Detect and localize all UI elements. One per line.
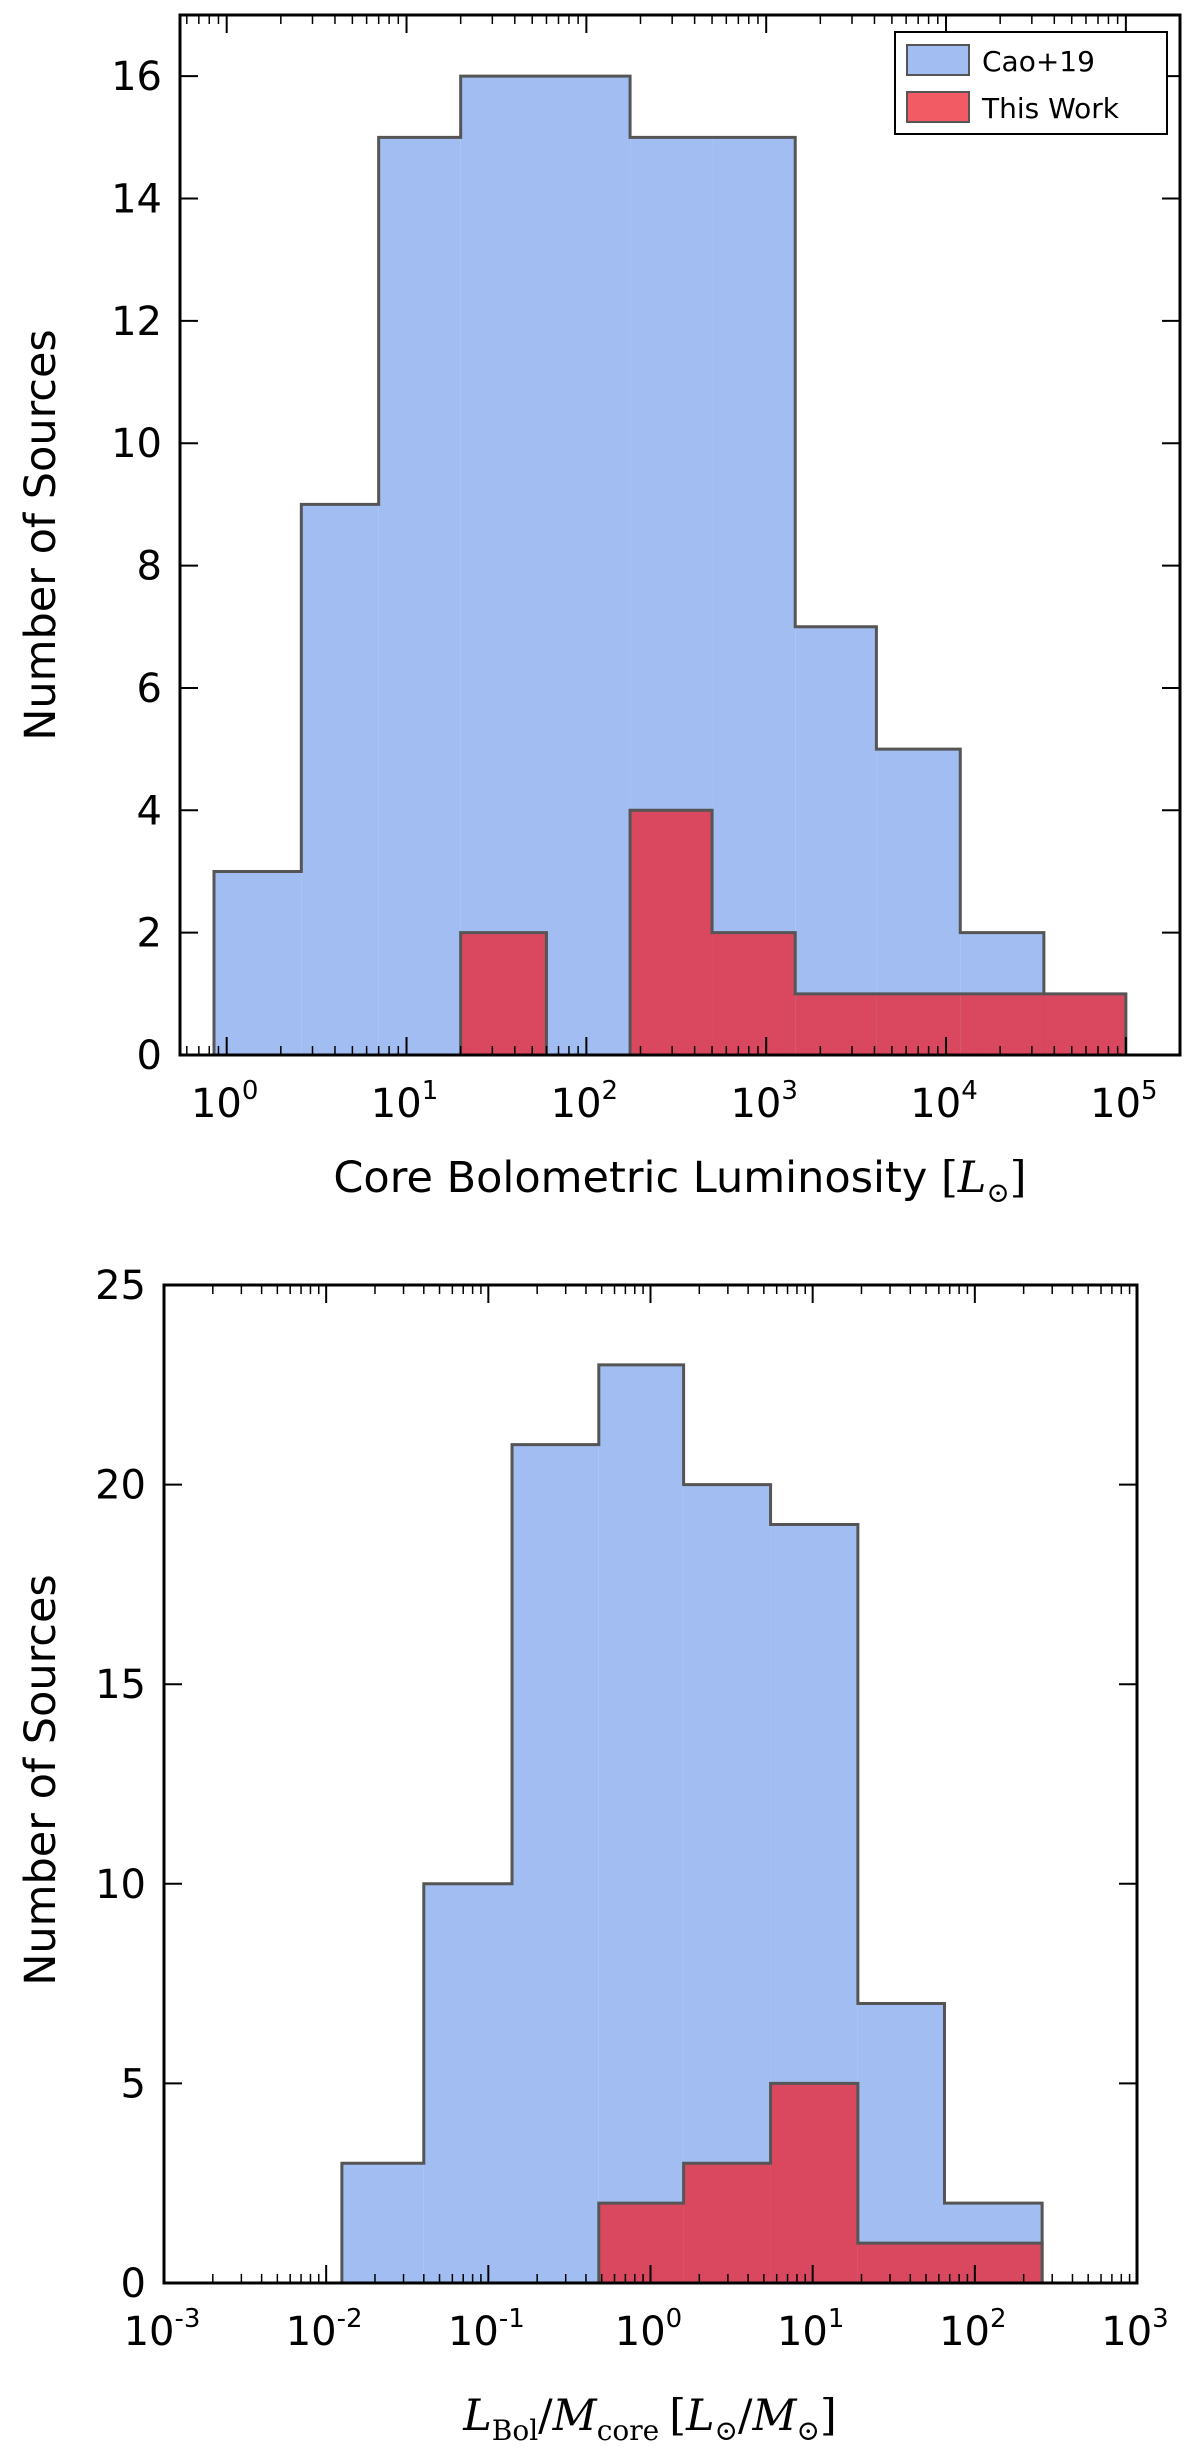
cao19-outline: [212, 74, 1126, 1057]
this-work-bar: [770, 2083, 858, 2283]
this-work-bar: [598, 2203, 684, 2283]
this-work-outline: [597, 2081, 1044, 2283]
x-tick-label: 102: [551, 1076, 618, 1127]
cao19-bar: [683, 1484, 771, 2283]
this-work-bar: [460, 932, 547, 1055]
cao19-bar: [341, 2163, 424, 2283]
this-work-bar: [630, 810, 713, 1055]
y-tick-label: 20: [95, 1463, 146, 1509]
cao19-bar: [213, 871, 302, 1055]
cao19-bar: [598, 1364, 684, 2283]
lm-ratio-xlabel: LBol/Mcore [L⊙/M⊙]: [462, 2391, 837, 2447]
luminosity-axis-ticks: [180, 15, 1181, 1056]
this-work-bar: [795, 993, 877, 1055]
x-tick-label: 104: [910, 1076, 977, 1127]
luminosity-xlabel: Core Bolometric Luminosity [L⊙]: [333, 1153, 1026, 1209]
y-tick-label: 14: [111, 177, 162, 223]
this-work-bar: [960, 993, 1044, 1055]
luminosity-ylabel: Number of Sources: [16, 329, 66, 741]
x-tick-label: 103: [1101, 2304, 1168, 2355]
x-tick-label: 100: [191, 1076, 258, 1127]
legend-label-cao19: Cao+19: [982, 45, 1095, 78]
x-tick-label: 103: [730, 1076, 797, 1127]
y-tick-label: 16: [111, 54, 162, 100]
x-tick-label: 101: [371, 1076, 438, 1127]
lm-ratio-xlabel-bracket-open: [: [669, 2391, 686, 2441]
lm-ratio-xlabel-slash: /: [538, 2391, 553, 2441]
luminosity-xlabel-bracket-close: ]: [1010, 1153, 1027, 1203]
cao19-bar: [423, 1883, 513, 2283]
y-tick-label: 8: [137, 544, 162, 590]
luminosity-xlabel-unit-symbol: L: [957, 1153, 987, 1203]
cao19-bar: [857, 2003, 945, 2283]
cao19-bar: [460, 76, 547, 1056]
this-work-bar: [876, 993, 961, 1055]
cao19-bar: [712, 137, 796, 1056]
lm-ratio-axis-ticks: [163, 1284, 1138, 2284]
luminosity-xlabel-bracket-open: [: [941, 1153, 958, 1203]
lm-ratio-xlabel-unit-sun2: ⊙: [797, 2414, 820, 2447]
lm-ratio-histogram-bars: [340, 1363, 1044, 2283]
legend-swatch-cao19: [906, 44, 970, 76]
luminosity-tick-labels: 100 101 102 103 104 105 0 2 4 6 8 10 12 14 16: [111, 54, 1157, 1127]
y-tick-label: 25: [95, 1263, 146, 1309]
cao19-bar: [512, 1444, 599, 2283]
x-tick-label: 105: [1090, 1076, 1157, 1127]
legend-swatch-this-work: [906, 91, 970, 123]
lm-ratio-xlabel-denominator-sub: core: [597, 2414, 660, 2447]
lm-ratio-xlabel-unit-sun: ⊙: [715, 2414, 738, 2447]
lm-ratio-ylabel: Number of Sources: [16, 1574, 66, 1986]
x-tick-label: 100: [615, 2304, 682, 2355]
lm-ratio-xlabel-bracket-close: ]: [820, 2391, 837, 2441]
y-tick-label: 6: [137, 666, 162, 712]
this-work-bar: [857, 2243, 945, 2283]
legend-label-this-work: This Work: [981, 92, 1120, 125]
y-tick-label: 0: [121, 2261, 146, 2307]
this-work-outline: [459, 808, 1128, 1057]
y-tick-label: 12: [111, 299, 162, 345]
lm-ratio-xlabel-unit-slash: /: [738, 2391, 753, 2441]
cao19-bar: [795, 626, 877, 1055]
x-tick-label: 101: [777, 2304, 844, 2355]
this-work-bar: [1043, 993, 1126, 1055]
lm-ratio-xlabel-numerator: L: [462, 2391, 492, 2441]
this-work-bar: [944, 2243, 1043, 2283]
luminosity-histogram: 100 101 102 103 104 105 0 2 4 6 8 10 12 14 16 Number o…: [16, 13, 1182, 1209]
luminosity-histogram-bars: [212, 74, 1128, 1057]
x-tick-label: 102: [939, 2304, 1006, 2355]
y-tick-label: 10: [111, 421, 162, 467]
y-tick-label: 5: [121, 2061, 146, 2107]
y-tick-label: 15: [95, 1662, 146, 1708]
lm-ratio-xlabel-unit-l: L: [685, 2391, 715, 2441]
lm-ratio-tick-labels: 10-3 10-2 10-1 100 101 102 103 0 5 10 15 20 25: [95, 1263, 1169, 2355]
x-tick-label: 10-3: [124, 2304, 201, 2355]
luminosity-xlabel-text: Core Bolometric Luminosity: [333, 1153, 927, 1203]
luminosity-xlabel-unit-sun: ⊙: [986, 1176, 1009, 1209]
lm-ratio-xlabel-numerator-sub: Bol: [492, 2414, 538, 2447]
cao19-bar: [546, 76, 631, 1056]
this-work-bar: [712, 932, 796, 1055]
y-tick-label: 2: [137, 911, 162, 957]
this-work-bar: [683, 2163, 771, 2283]
y-tick-label: 4: [137, 788, 162, 834]
cao19-outline: [340, 1363, 1044, 2283]
y-tick-label: 10: [95, 1862, 146, 1908]
legend: Cao+19 This Work: [894, 31, 1168, 135]
cao19-bar: [301, 504, 379, 1056]
cao19-bar: [378, 137, 461, 1056]
lm-ratio-histogram: 10-3 10-2 10-1 100 101 102 103 0 5 10 15 20 25 Numbe…: [16, 1263, 1169, 2447]
x-tick-label: 10-2: [286, 2304, 363, 2355]
luminosity-plot-frame: [178, 13, 1182, 1057]
lm-ratio-xlabel-unit-m: M: [752, 2391, 798, 2441]
lm-ratio-xlabel-denominator: M: [552, 2391, 598, 2441]
y-tick-label: 0: [137, 1033, 162, 1079]
x-tick-label: 10-1: [448, 2304, 525, 2355]
